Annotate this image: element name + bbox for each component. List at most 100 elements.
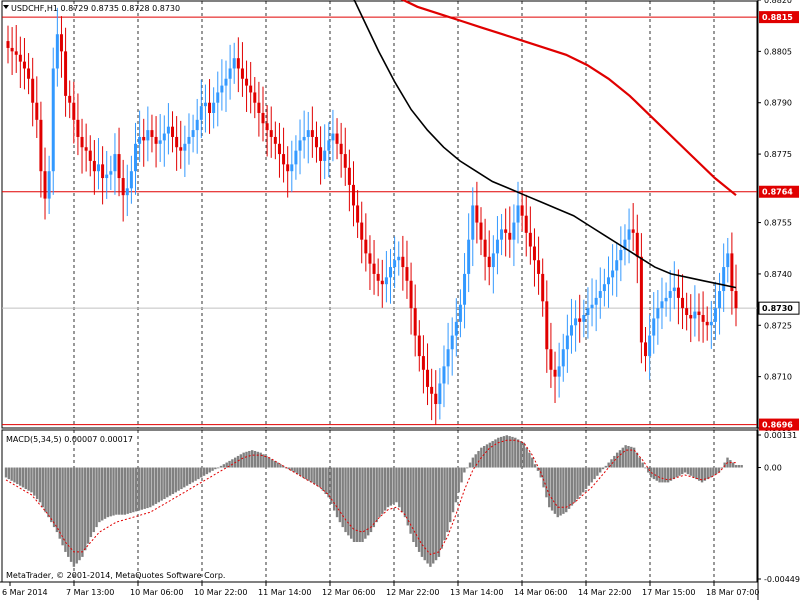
- macd-bar: [698, 467, 701, 481]
- macd-bar: [666, 467, 670, 483]
- candle-body: [709, 321, 713, 326]
- macd-bar: [460, 467, 463, 483]
- candle-body: [72, 102, 76, 120]
- macd-bar: [174, 467, 177, 493]
- symbol-dropdown-icon[interactable]: [3, 5, 9, 9]
- macd-bar: [369, 467, 373, 533]
- current-price-tag: [758, 301, 800, 315]
- level-tag: [759, 11, 799, 24]
- macd-bar: [658, 467, 661, 483]
- candle-body: [68, 95, 72, 103]
- macd-bar: [364, 467, 367, 539]
- macd-bar: [347, 467, 350, 536]
- candle-body: [335, 133, 339, 144]
- macd-bar: [301, 467, 305, 478]
- macd-bar: [604, 465, 608, 468]
- macd-bar: [115, 467, 118, 515]
- macd-bar: [75, 467, 78, 564]
- macd-bar: [112, 467, 115, 516]
- macd-bar: [24, 467, 28, 490]
- macd-bar: [109, 467, 112, 517]
- candle-body: [96, 164, 100, 172]
- macd-bar: [41, 467, 44, 508]
- candle-body: [121, 178, 125, 196]
- macd-bar: [582, 467, 585, 493]
- candle-body: [619, 249, 623, 261]
- candle-body: [43, 171, 47, 199]
- candle-body: [442, 366, 446, 384]
- macd-bar: [81, 467, 84, 557]
- candle-body: [602, 284, 606, 292]
- price-tick-label: 0.8725: [764, 321, 792, 330]
- candle-body: [660, 301, 664, 309]
- macd-bar: [89, 467, 93, 538]
- macd-bar: [734, 465, 738, 468]
- macd-bar: [514, 437, 517, 468]
- macd-bar: [542, 467, 545, 488]
- macd-bar: [505, 435, 509, 468]
- macd-bar: [712, 467, 715, 476]
- macd-bar: [78, 467, 81, 561]
- macd-bar: [553, 467, 557, 514]
- candle-body: [393, 260, 397, 268]
- candle-body: [656, 308, 660, 319]
- macd-bar: [573, 467, 576, 503]
- candle-body: [356, 205, 360, 223]
- macd-bar: [67, 467, 70, 557]
- candle-body: [574, 318, 578, 326]
- candle-body: [294, 150, 298, 165]
- macd-bar: [168, 467, 172, 496]
- macd-bar: [400, 467, 404, 513]
- macd-bar: [737, 465, 741, 468]
- candle-body: [611, 270, 615, 278]
- macd-bar: [415, 467, 418, 547]
- macd-bar: [188, 467, 192, 485]
- macd-bar: [106, 467, 110, 518]
- price-tick-label: 0.8740: [764, 270, 792, 279]
- macd-bar: [522, 442, 525, 468]
- macd-bar: [98, 467, 101, 523]
- macd-bar: [120, 467, 124, 515]
- candle-body: [310, 130, 314, 137]
- macd-bar: [4, 467, 8, 478]
- candle-body: [232, 58, 236, 69]
- macd-bar: [474, 454, 477, 468]
- candle-body: [76, 119, 80, 137]
- candle-body: [718, 291, 722, 309]
- macd-bar: [344, 467, 347, 533]
- macd-bar: [598, 467, 602, 473]
- candle-body: [623, 239, 627, 250]
- candle-body: [347, 167, 351, 185]
- macd-bar: [406, 467, 409, 526]
- candle-body: [648, 335, 652, 357]
- macd-bar: [647, 467, 650, 473]
- candle-body: [162, 133, 166, 141]
- macd-bar: [601, 467, 605, 470]
- macd-bar: [293, 467, 296, 473]
- macd-bar: [177, 467, 180, 491]
- candle-body: [561, 349, 565, 367]
- macd-bar: [624, 445, 627, 468]
- macd-bar: [655, 467, 658, 481]
- candle-body: [92, 160, 96, 172]
- candle-body: [351, 184, 355, 206]
- candle-body: [59, 34, 63, 52]
- macd-bar: [7, 467, 11, 480]
- candle-body: [615, 260, 619, 271]
- candle-body: [105, 174, 109, 179]
- candle-body: [339, 143, 343, 155]
- macd-bar: [366, 467, 370, 536]
- macd-bar: [132, 467, 135, 513]
- candle-body: [495, 239, 499, 254]
- macd-bar: [222, 464, 226, 468]
- time-tick-label: 17 Mar 15:00: [642, 588, 695, 597]
- macd-bar: [228, 460, 231, 468]
- candle-body: [306, 130, 310, 137]
- macd-bar: [395, 467, 398, 503]
- macd-bar: [61, 467, 64, 546]
- candle-body: [55, 34, 59, 69]
- candle-body: [212, 102, 216, 113]
- macd-bar: [437, 467, 441, 557]
- candle-body: [84, 147, 88, 151]
- macd-bar: [123, 467, 127, 515]
